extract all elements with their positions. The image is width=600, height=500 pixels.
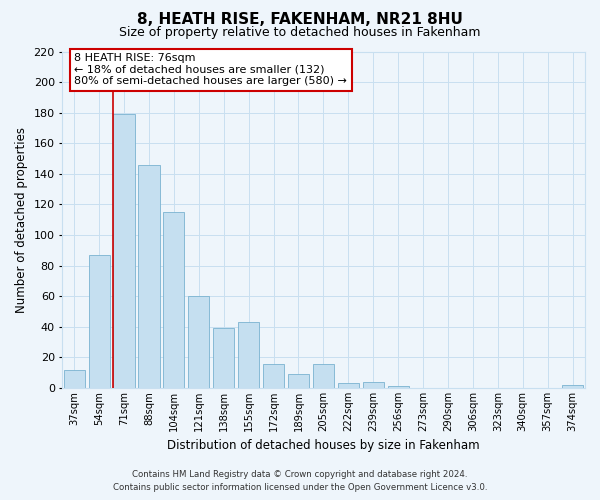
Bar [288,374,309,388]
Bar [89,255,110,388]
Text: Contains HM Land Registry data © Crown copyright and database right 2024.
Contai: Contains HM Land Registry data © Crown c… [113,470,487,492]
Text: Size of property relative to detached houses in Fakenham: Size of property relative to detached ho… [119,26,481,39]
Bar [313,364,334,388]
Text: 8, HEATH RISE, FAKENHAM, NR21 8HU: 8, HEATH RISE, FAKENHAM, NR21 8HU [137,12,463,28]
Bar [139,164,160,388]
Bar [64,370,85,388]
Bar [163,212,184,388]
Bar [362,382,384,388]
Bar [113,114,134,388]
Bar [263,364,284,388]
Bar [188,296,209,388]
Bar [213,328,234,388]
Text: 8 HEATH RISE: 76sqm
← 18% of detached houses are smaller (132)
80% of semi-detac: 8 HEATH RISE: 76sqm ← 18% of detached ho… [74,53,347,86]
Bar [338,384,359,388]
X-axis label: Distribution of detached houses by size in Fakenham: Distribution of detached houses by size … [167,440,479,452]
Y-axis label: Number of detached properties: Number of detached properties [15,127,28,313]
Bar [388,386,409,388]
Bar [562,385,583,388]
Bar [238,322,259,388]
